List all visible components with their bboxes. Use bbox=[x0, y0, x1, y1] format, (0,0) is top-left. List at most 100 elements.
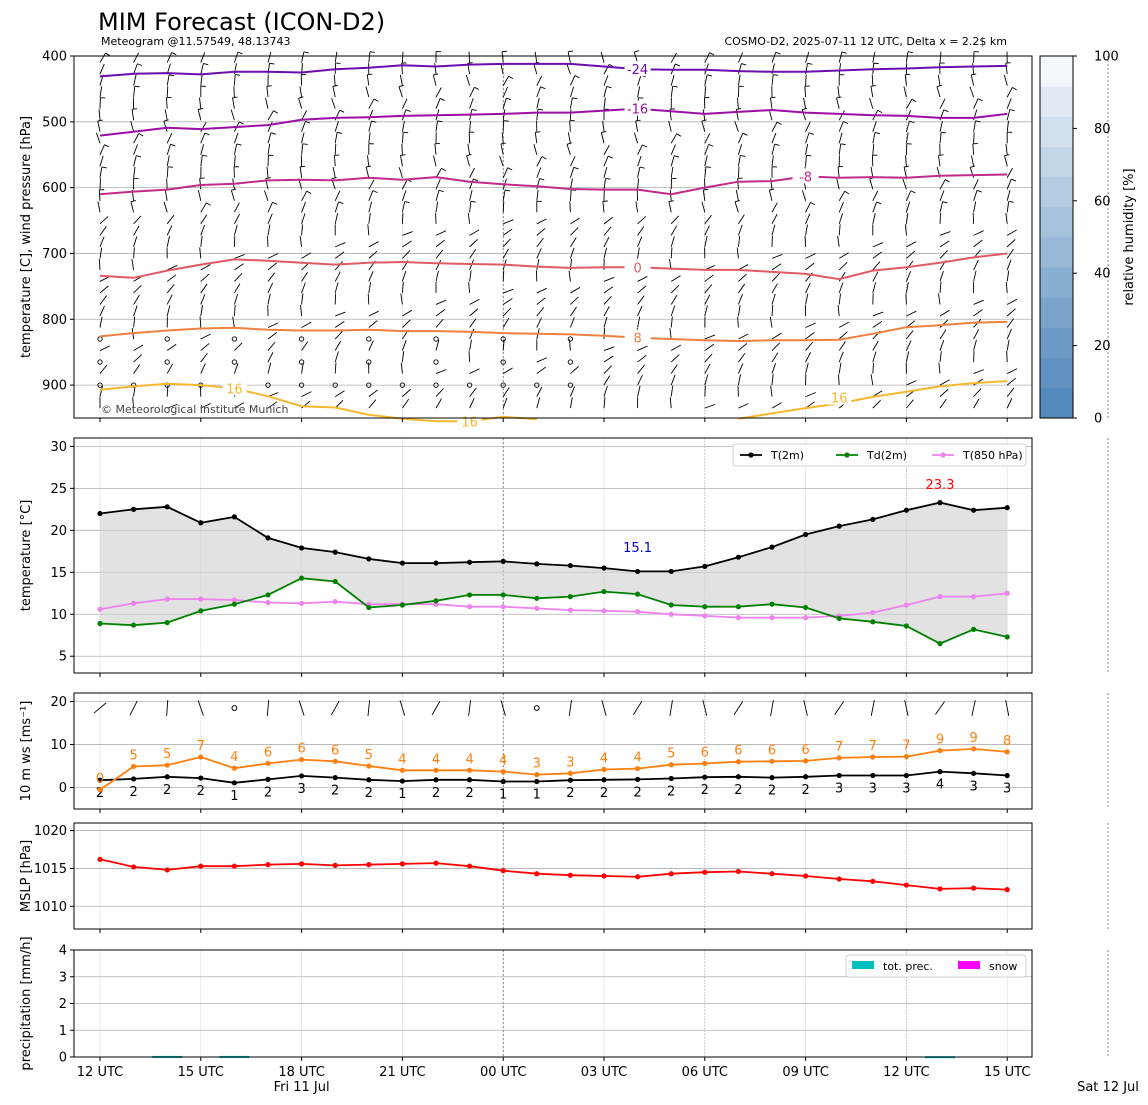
wind-barb bbox=[603, 86, 608, 98]
wind-barb bbox=[969, 167, 975, 178]
wind-barb-flag bbox=[607, 155, 613, 159]
legend-label: tot. prec. bbox=[883, 960, 933, 973]
wind-barb bbox=[133, 215, 142, 225]
wind-barb bbox=[704, 374, 709, 386]
wind-barb bbox=[331, 98, 336, 109]
data-point bbox=[702, 760, 708, 767]
wind-barb bbox=[234, 402, 245, 409]
wind-barb-flag bbox=[474, 86, 480, 90]
wind-barb-flag bbox=[606, 86, 612, 89]
wind-barb bbox=[838, 362, 842, 374]
wind-barb bbox=[870, 374, 874, 386]
wind-barb bbox=[838, 110, 845, 121]
wind-barb bbox=[435, 249, 444, 259]
wind-barb bbox=[637, 305, 643, 317]
wind-barb bbox=[435, 398, 442, 409]
wind-barb-flag bbox=[775, 51, 781, 55]
wind-barb bbox=[637, 216, 647, 225]
wind-barb-flag bbox=[471, 108, 477, 112]
wind-barb bbox=[267, 322, 279, 328]
wind-barb bbox=[838, 132, 843, 144]
wind-barb bbox=[133, 63, 138, 75]
wind-barb bbox=[872, 340, 879, 351]
data-point bbox=[467, 592, 473, 598]
colorbar-tick-label: 80 bbox=[1094, 122, 1111, 137]
wind-barb bbox=[233, 224, 238, 236]
data-point bbox=[836, 772, 842, 779]
wind-barb bbox=[804, 235, 807, 247]
legend-label: snow bbox=[989, 960, 1017, 973]
wind-barb bbox=[805, 51, 810, 63]
wind-barb-flag bbox=[540, 86, 546, 90]
data-point bbox=[534, 871, 540, 877]
data-point bbox=[668, 602, 674, 608]
wind-barb-flag bbox=[470, 200, 476, 203]
wind-barb-flag bbox=[137, 63, 143, 67]
wind-barb bbox=[368, 250, 378, 259]
wind-barb bbox=[335, 242, 346, 248]
wind-barb bbox=[737, 363, 744, 374]
wind-barb bbox=[435, 309, 446, 317]
y-tick-label: 900 bbox=[42, 379, 67, 394]
data-point bbox=[500, 769, 506, 775]
wind-barb-flag bbox=[1004, 154, 1010, 157]
colorbar-band bbox=[1040, 56, 1073, 87]
data-point bbox=[467, 604, 473, 610]
wind-barb bbox=[567, 51, 571, 63]
data-point bbox=[265, 592, 271, 598]
wind-barb bbox=[939, 388, 949, 397]
wind-barb bbox=[969, 86, 975, 98]
wind-barb bbox=[164, 189, 168, 201]
data-point bbox=[433, 777, 439, 783]
wind-barb bbox=[704, 343, 715, 351]
calm-wind-marker bbox=[534, 382, 540, 388]
data-point bbox=[265, 760, 271, 767]
wind-barb bbox=[972, 143, 975, 155]
value-label: 3 bbox=[566, 755, 574, 770]
wind-barb bbox=[301, 110, 307, 121]
wind-barb-flag bbox=[773, 74, 779, 76]
wind-barb bbox=[704, 133, 711, 144]
legend-box bbox=[845, 954, 1027, 978]
data-point bbox=[164, 620, 170, 626]
wind-barb bbox=[603, 247, 608, 259]
data-point bbox=[131, 864, 137, 870]
wind-barb bbox=[435, 190, 440, 201]
y-tick-label: 0 bbox=[59, 1051, 67, 1066]
wind-barb bbox=[234, 273, 243, 282]
data-point bbox=[231, 765, 237, 771]
data-point bbox=[937, 769, 943, 775]
wind-barb bbox=[469, 270, 472, 282]
wind-barb bbox=[569, 167, 575, 178]
wind-barb bbox=[736, 97, 739, 109]
value-label: 4 bbox=[432, 752, 440, 767]
data-point bbox=[534, 605, 540, 611]
wind-barb bbox=[267, 352, 274, 363]
wind-barb bbox=[234, 342, 243, 351]
wind-barb-flag bbox=[138, 133, 144, 137]
y-tick-label: 1 bbox=[59, 1024, 67, 1039]
surface-wind-barb bbox=[468, 700, 472, 717]
wind-barb bbox=[502, 75, 510, 86]
wind-barb bbox=[603, 386, 608, 397]
wind-barb bbox=[133, 294, 140, 305]
y-tick-label: 600 bbox=[42, 181, 67, 196]
wind-barb bbox=[939, 281, 942, 293]
data-point bbox=[836, 523, 842, 529]
wind-barb bbox=[499, 155, 504, 167]
y-axis-label: temperature [°C] bbox=[19, 500, 34, 612]
wind-barb-flag bbox=[507, 167, 513, 171]
wind-barb bbox=[939, 231, 951, 236]
wind-barb-flag bbox=[130, 200, 136, 203]
wind-barb bbox=[502, 238, 511, 248]
wind-barb bbox=[569, 201, 571, 213]
wind-barb bbox=[536, 237, 544, 248]
series-line bbox=[99, 592, 1008, 619]
wind-barb bbox=[737, 155, 741, 167]
data-point bbox=[299, 861, 305, 867]
wind-barb bbox=[805, 352, 811, 363]
wind-barb-flag bbox=[936, 84, 942, 87]
wind-barb bbox=[805, 253, 816, 259]
value-label: 2 bbox=[801, 783, 809, 798]
